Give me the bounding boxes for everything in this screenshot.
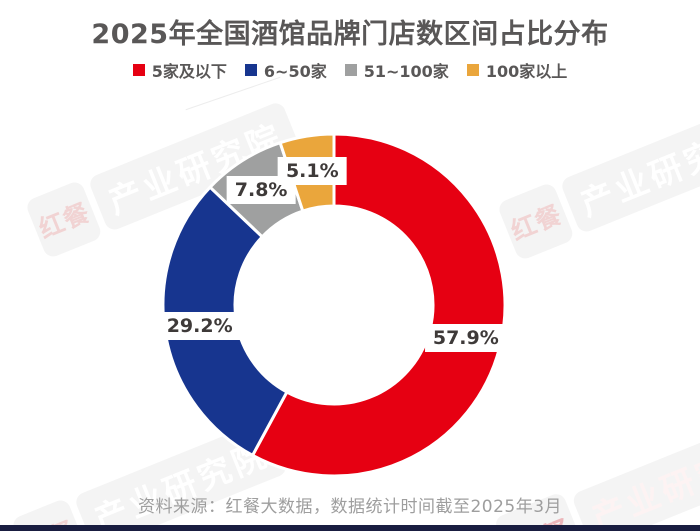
source-note: 资料来源：红餐大数据，数据统计时间截至2025年3月 [137, 497, 563, 517]
legend-item-0: 5家及以下 [132, 58, 227, 82]
page-title: 2025年全国酒馆品牌门店数区间占比分布 [91, 19, 609, 50]
legend-label: 6~50家 [263, 62, 327, 81]
footer-bar [0, 525, 700, 531]
legend-item-1: 6~50家 [244, 58, 327, 82]
legend-swatch-icon [244, 64, 257, 76]
legend-label: 51~100家 [363, 62, 449, 81]
legend-swatch-icon [344, 64, 357, 76]
legend-label: 5家及以下 [151, 62, 227, 81]
legend-swatch-icon [466, 64, 479, 76]
legend-swatch-icon [132, 64, 145, 76]
legend-item-2: 51~100家 [344, 58, 449, 82]
donut-slice-0 [251, 132, 507, 478]
chart-legend: 5家及以下 6~50家 51~100家 100家以上 [0, 58, 700, 82]
legend-item-3: 100家以上 [466, 58, 568, 82]
legend-label: 100家以上 [485, 62, 568, 81]
